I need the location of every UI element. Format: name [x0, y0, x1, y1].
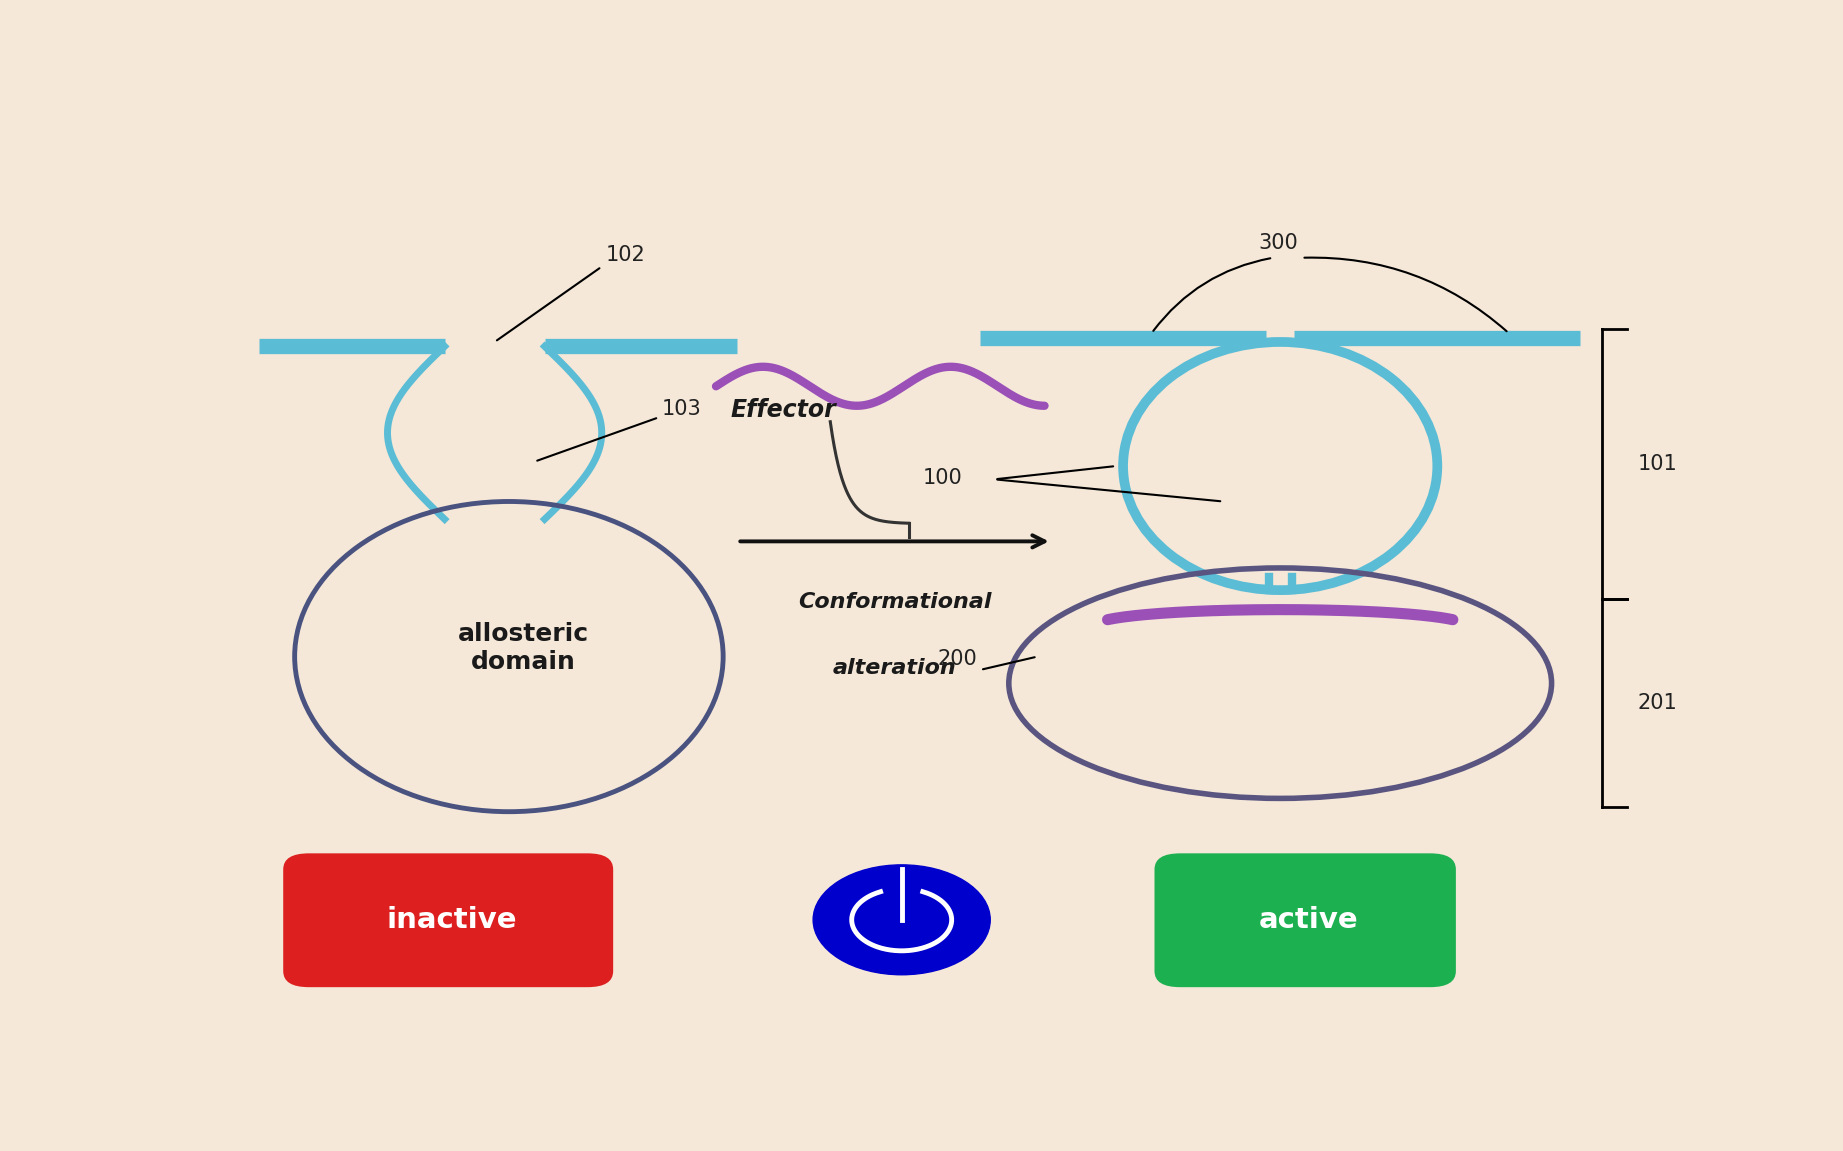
Text: 102: 102	[606, 245, 645, 266]
Circle shape	[813, 864, 990, 975]
Text: Conformational: Conformational	[798, 592, 992, 612]
Text: 200: 200	[938, 649, 977, 670]
Text: active: active	[1259, 906, 1358, 933]
Text: 201: 201	[1637, 693, 1677, 714]
Text: allosteric
domain: allosteric domain	[457, 622, 588, 673]
Text: 300: 300	[1259, 233, 1299, 253]
Text: 103: 103	[662, 398, 702, 419]
Text: alteration: alteration	[833, 658, 957, 678]
Text: Effector: Effector	[730, 398, 837, 422]
FancyBboxPatch shape	[1154, 853, 1456, 988]
Text: inactive: inactive	[387, 906, 518, 933]
Text: 101: 101	[1637, 453, 1677, 474]
FancyBboxPatch shape	[284, 853, 614, 988]
Text: 100: 100	[923, 467, 962, 488]
